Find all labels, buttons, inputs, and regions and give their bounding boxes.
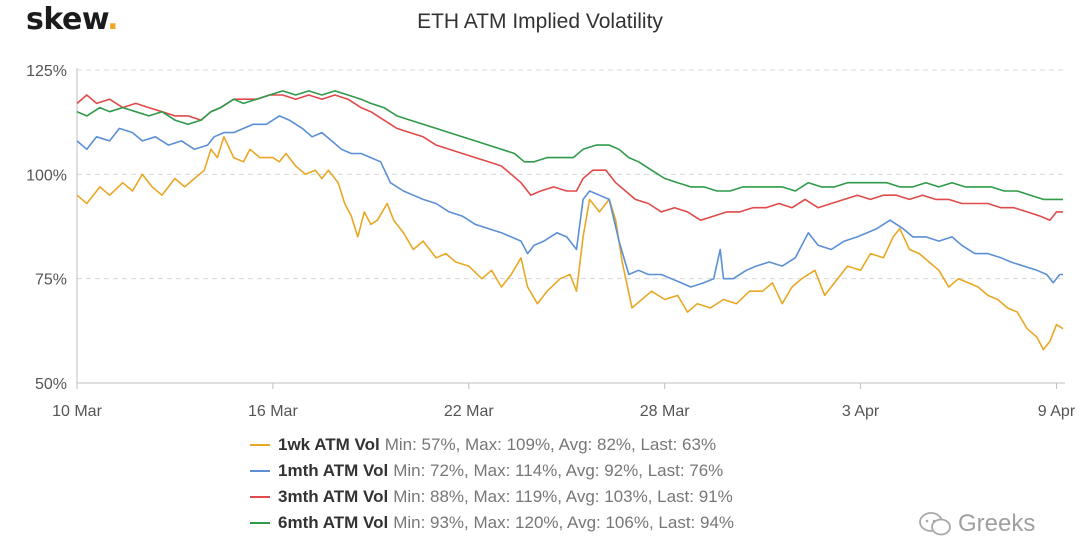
legend-series-name: 1mth ATM Vol xyxy=(278,461,389,480)
y-tick-label: 100% xyxy=(26,167,67,184)
chat-bubble-icon xyxy=(919,512,951,536)
x-tick-label: 28 Mar xyxy=(640,403,690,420)
x-tick-label: 22 Mar xyxy=(444,403,494,420)
x-tick-label: 9 Apr xyxy=(1038,403,1076,420)
legend-item[interactable]: 6mth ATM Vol Min: 93%, Max: 120%, Avg: 10… xyxy=(250,510,734,536)
y-tick-label: 50% xyxy=(35,376,67,393)
legend-series-name: 3mth ATM Vol xyxy=(278,487,389,506)
logo-text: skew xyxy=(26,2,108,37)
legend-swatch xyxy=(250,444,270,446)
legend-series-name: 6mth ATM Vol xyxy=(278,513,389,532)
legend-series-stats: Min: 88%, Max: 119%, Avg: 103%, Last: 91… xyxy=(393,487,733,506)
legend-item[interactable]: 1wk ATM Vol Min: 57%, Max: 109%, Avg: 82%… xyxy=(250,432,734,458)
y-tick-label: 75% xyxy=(35,272,67,289)
series-line xyxy=(76,115,1063,288)
legend-series-name: 1wk ATM Vol xyxy=(278,435,380,454)
legend-series-stats: Min: 57%, Max: 109%, Avg: 82%, Last: 63% xyxy=(384,435,717,454)
x-tick-label: 16 Mar xyxy=(248,403,298,420)
watermark: Greeks xyxy=(918,510,1035,538)
series-line xyxy=(76,136,1064,351)
legend-series-stats: Min: 93%, Max: 120%, Avg: 106%, Last: 94… xyxy=(393,513,735,532)
line-chart: 125% 100% 75% 50% 10 Mar 16 Mar 22 Mar 28 Mar 3 … xyxy=(26,63,1076,420)
logo-dot: . xyxy=(107,2,119,37)
legend-item[interactable]: 3mth ATM Vol Min: 88%, Max: 119%, Avg: 10… xyxy=(250,484,734,510)
legend-swatch xyxy=(250,470,270,472)
chart-title: ETH ATM Implied Volatility xyxy=(417,10,663,33)
watermark-text: Greeks xyxy=(958,510,1036,537)
series-line xyxy=(76,94,1063,221)
skew-logo: skew. xyxy=(26,2,119,37)
legend-swatch xyxy=(250,522,270,524)
x-tick-label: 10 Mar xyxy=(52,403,102,420)
legend-swatch xyxy=(250,496,270,498)
y-tick-label: 125% xyxy=(26,63,67,80)
x-tick-label: 3 Apr xyxy=(842,403,880,420)
chart-legend: 1wk ATM Vol Min: 57%, Max: 109%, Avg: 82%… xyxy=(250,432,734,536)
series-line xyxy=(76,90,1063,201)
legend-series-stats: Min: 72%, Max: 114%, Avg: 92%, Last: 76% xyxy=(393,461,724,480)
legend-item[interactable]: 1mth ATM Vol Min: 72%, Max: 114%, Avg: 92… xyxy=(250,458,734,484)
